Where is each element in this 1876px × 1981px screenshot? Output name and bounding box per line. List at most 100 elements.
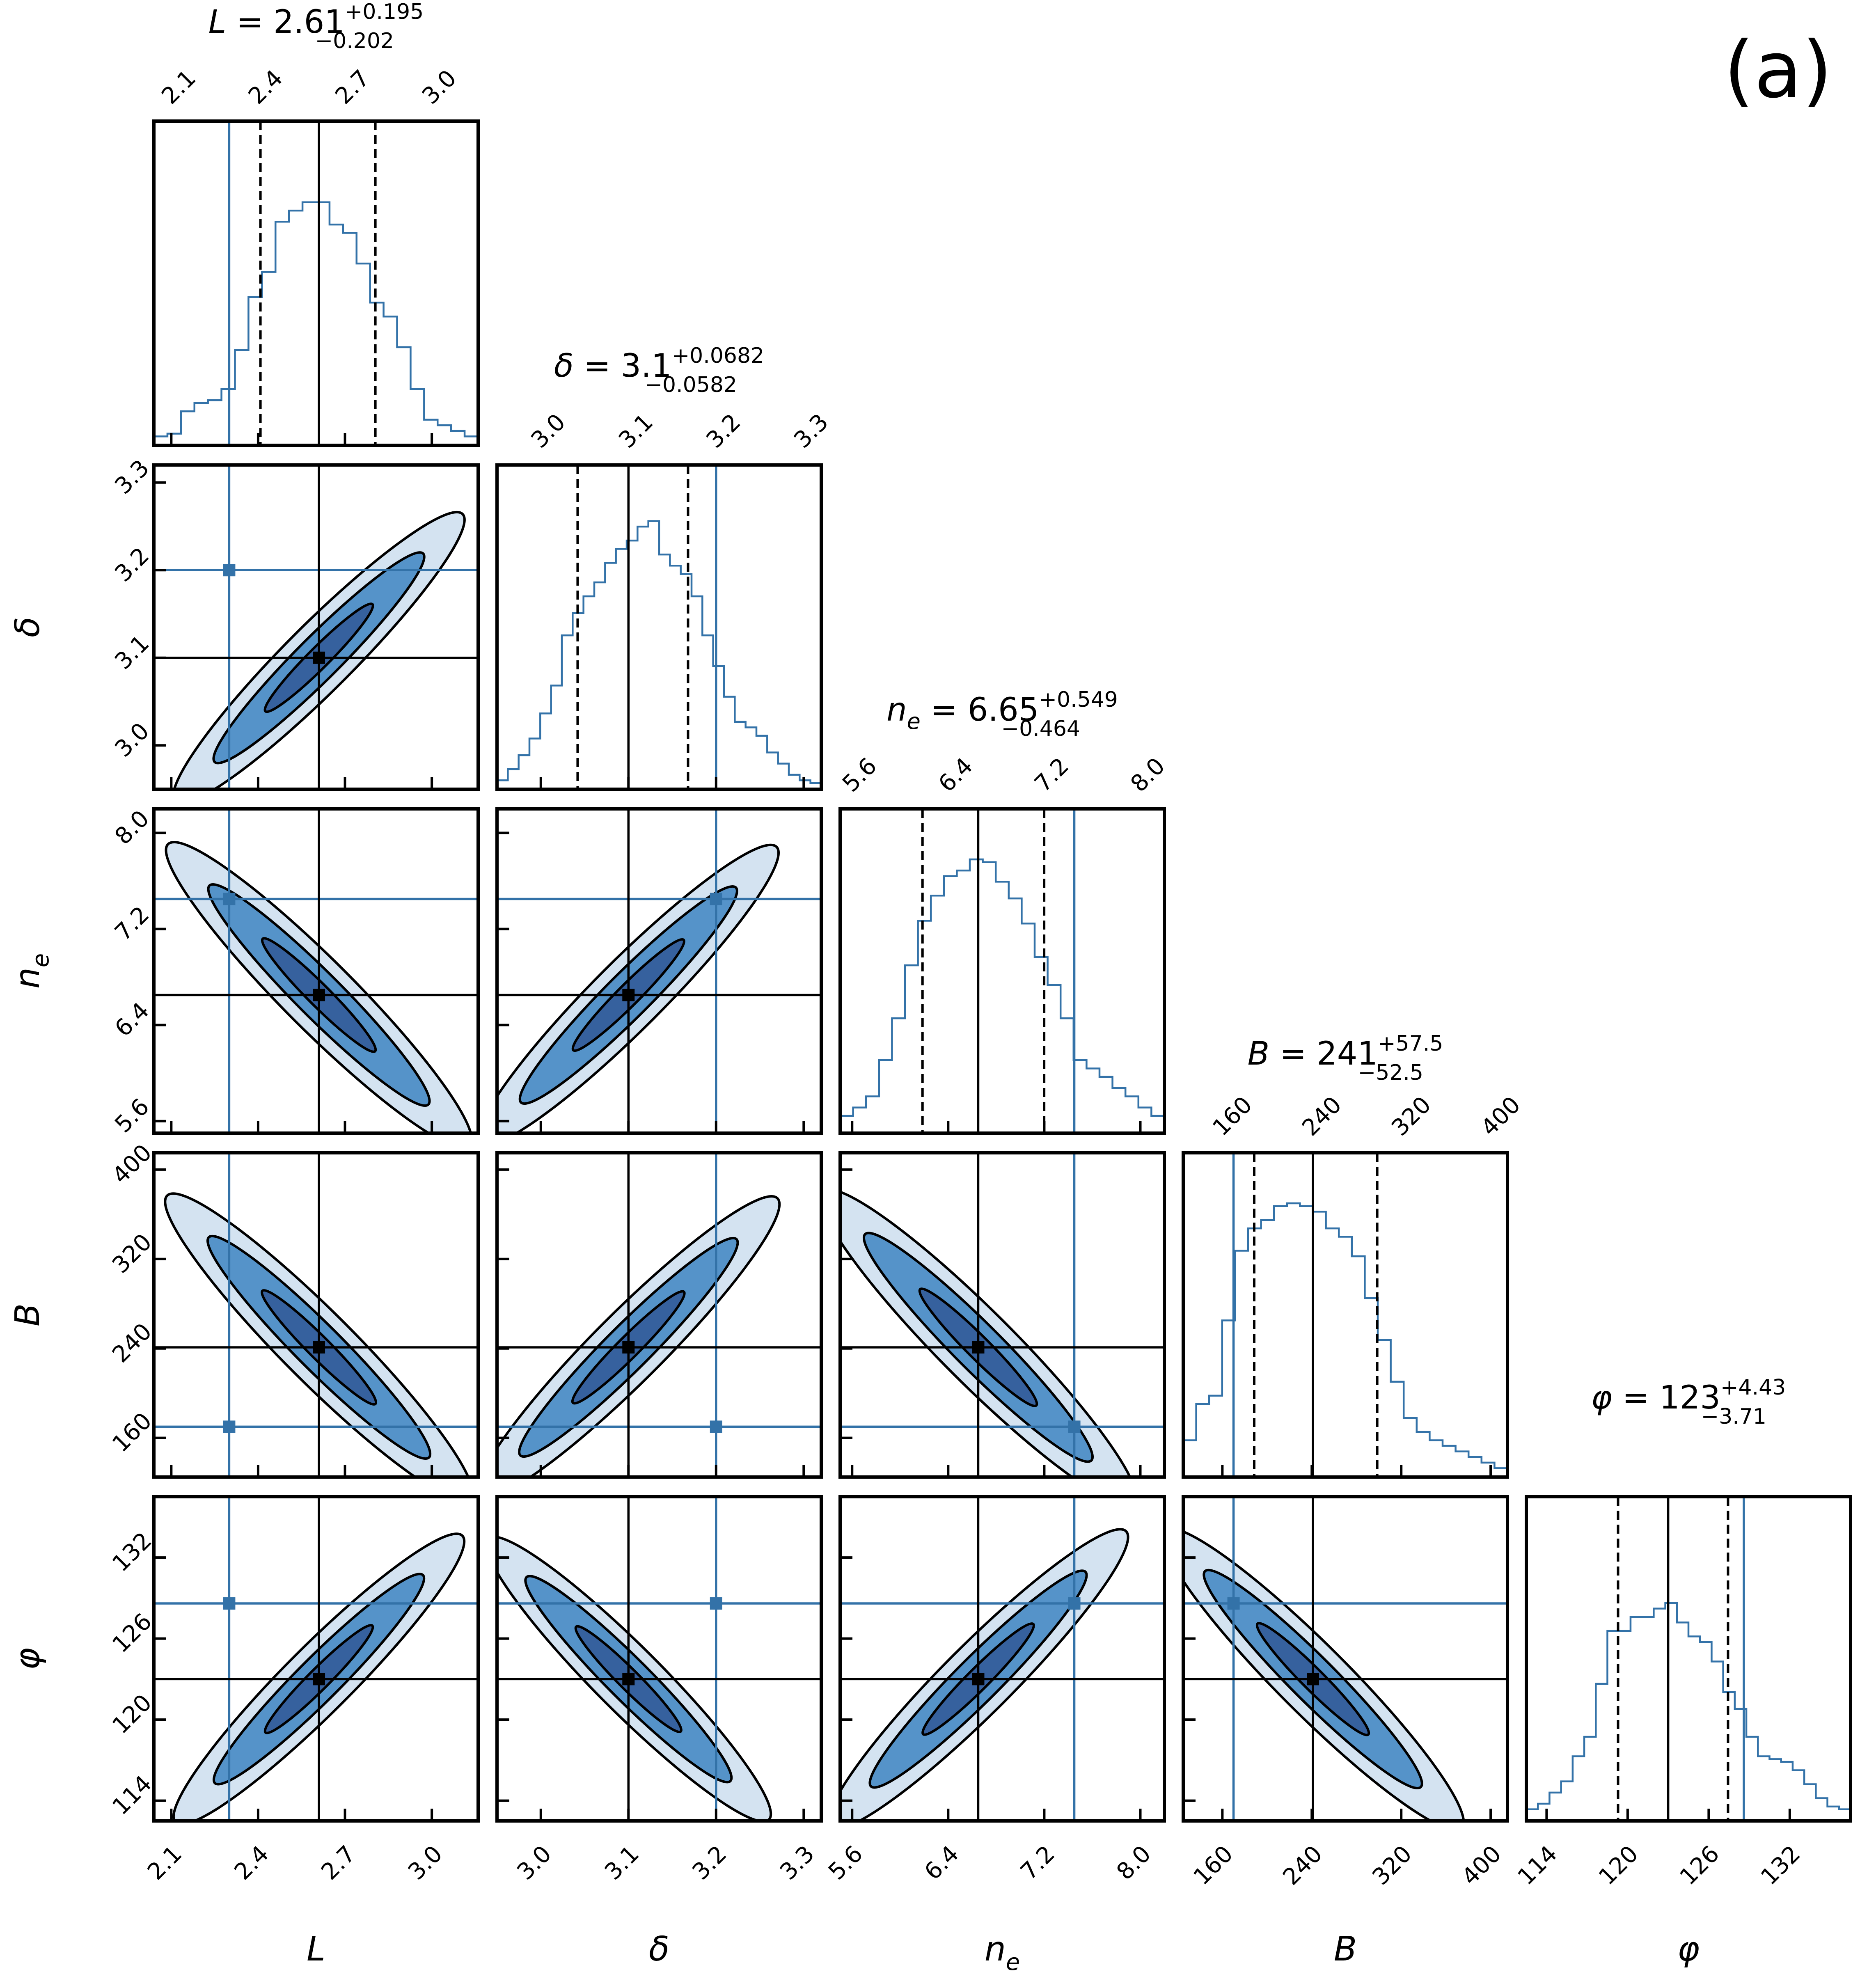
title-minus-n_e: −0.464	[1001, 717, 1080, 741]
title-delta: δ = 3.1+0.0682	[554, 344, 764, 385]
contour-panel-n_e-B	[838, 1151, 1166, 1479]
top-tick-label: 2.7	[330, 65, 375, 110]
top-tick-label: 160	[1207, 1091, 1258, 1141]
truth-marker	[1068, 1597, 1081, 1610]
title-L: L = 2.61+0.195	[208, 0, 424, 41]
truth-marker	[1068, 1420, 1081, 1433]
panel-frame	[495, 1151, 823, 1479]
y-tick-label: 6.4	[110, 997, 154, 1042]
median-marker	[972, 1341, 985, 1353]
y-axis-label-delta: δ	[8, 617, 47, 637]
hist-panel-phi: φ = 123+4.43−3.71 114 120 126 132 φ	[1513, 1375, 1852, 1969]
contour-panel-L-B: 160 240 320 400 B	[8, 1139, 480, 1479]
median-marker	[313, 989, 325, 1001]
contour-panel-B-phi: 160 240 320 400 B	[1182, 1495, 1509, 1969]
title-n_e: ne = 6.65+0.549	[886, 687, 1118, 734]
panel-frame	[152, 1495, 480, 1823]
x-axis-label-L: L	[307, 1930, 325, 1969]
top-tick-label: 240	[1297, 1091, 1347, 1141]
x-tick-label: 114	[1513, 1841, 1563, 1891]
truth-marker	[223, 564, 236, 577]
panel-frame	[838, 1495, 1166, 1823]
top-tick-label: 3.0	[417, 65, 462, 110]
top-tick-label: 400	[1476, 1091, 1526, 1141]
truth-marker	[223, 893, 236, 905]
x-tick-label: 400	[1457, 1841, 1507, 1891]
title-minus-delta: −0.0582	[644, 373, 737, 397]
y-tick-label: 120	[107, 1689, 157, 1739]
x-tick-label: 8.0	[1111, 1841, 1156, 1885]
top-tick-label: 320	[1386, 1091, 1436, 1141]
panel-frame	[152, 1151, 480, 1479]
median-marker	[313, 1673, 325, 1686]
x-axis-label-B: B	[1334, 1930, 1357, 1969]
y-tick-label: 320	[107, 1229, 157, 1279]
title-B: B = 241+57.5	[1248, 1031, 1443, 1072]
y-axis-label-B: B	[8, 1303, 47, 1326]
hist-panel-B: B = 241+57.5−52.5 160 240 320 400	[1182, 1031, 1526, 1479]
top-tick-label: 2.4	[243, 65, 288, 110]
title-phi: φ = 123+4.43	[1591, 1375, 1786, 1416]
title-minus-L: −0.202	[315, 29, 394, 53]
top-tick-label: 8.0	[1125, 753, 1170, 797]
contour-panel-L-phi: 2.1 2.4 2.7 3.0 L 114 120 126 132 φ	[8, 1495, 480, 1969]
histogram-delta	[497, 520, 821, 789]
title-minus-B: −52.5	[1358, 1060, 1423, 1085]
x-tick-label: 5.6	[823, 1841, 868, 1885]
x-tick-label: 3.0	[403, 1841, 448, 1885]
x-tick-label: 132	[1756, 1841, 1806, 1891]
median-marker	[313, 1341, 325, 1353]
y-tick-label: 3.2	[110, 543, 154, 587]
y-tick-label: 3.3	[110, 455, 154, 499]
panel-frame	[1525, 1495, 1852, 1823]
x-tick-label: 240	[1278, 1841, 1328, 1891]
y-tick-label: 126	[107, 1608, 157, 1658]
hist-panel-n_e: ne = 6.65+0.549−0.464 5.6 6.4 7.2 8.0	[837, 687, 1170, 1135]
top-tick-label: 3.2	[701, 409, 746, 453]
contour-panel-delta-phi: 3.0 3.1 3.2 3.3 δ	[495, 1495, 823, 1969]
x-tick-label: 6.4	[919, 1841, 964, 1885]
x-tick-label: 3.0	[512, 1841, 557, 1885]
hist-panel-L: L = 2.61+0.195−0.202 2.1 2.4 2.7 3.0	[152, 0, 480, 447]
contour-panel-L-delta: 3.0 3.1 3.2 3.3 δ	[8, 455, 480, 791]
top-tick-label: 3.0	[526, 409, 571, 453]
panel-frame	[495, 1495, 823, 1823]
median-marker	[972, 1673, 985, 1686]
truth-marker	[223, 1420, 236, 1433]
x-tick-label: 3.3	[775, 1841, 820, 1885]
contour-panel-n_e-phi: 5.6 6.4 7.2 8.0 ne	[823, 1495, 1166, 1976]
y-tick-label: 132	[107, 1527, 157, 1577]
title-minus-phi: −3.71	[1701, 1404, 1766, 1429]
histogram-phi	[1526, 1602, 1851, 1821]
truth-marker	[710, 893, 722, 905]
x-axis-label-n_e: ne	[985, 1930, 1020, 1976]
y-tick-label: 8.0	[110, 805, 154, 850]
y-tick-label: 7.2	[110, 901, 154, 946]
contour-panel-L-n_e: 5.6 6.4 7.2 8.0 ne	[8, 805, 480, 1138]
median-marker	[313, 651, 325, 664]
top-tick-label: 2.1	[156, 65, 201, 110]
contour-panel-delta-B	[495, 1151, 823, 1479]
x-tick-label: 3.2	[687, 1841, 732, 1885]
x-tick-label: 2.4	[229, 1841, 274, 1885]
y-tick-label: 114	[107, 1770, 157, 1821]
top-tick-label: 3.1	[614, 409, 658, 453]
median-marker	[622, 1341, 635, 1353]
panel-frame	[152, 119, 480, 447]
panel-frame	[495, 463, 823, 791]
truth-marker	[710, 1420, 722, 1433]
y-axis-label-phi: φ	[8, 1648, 47, 1670]
hist-panel-delta: δ = 3.1+0.0682−0.0582 3.0 3.1 3.2 3.3	[495, 344, 834, 791]
y-tick-label: 3.1	[110, 630, 154, 675]
panel-frame	[495, 807, 823, 1135]
truth-marker	[223, 1597, 236, 1610]
histogram-L	[154, 201, 478, 445]
panel-frame	[838, 1151, 1166, 1479]
y-tick-label: 400	[107, 1139, 157, 1189]
x-tick-label: 3.1	[600, 1841, 644, 1885]
truth-marker	[710, 1597, 722, 1610]
top-tick-label: 5.6	[837, 753, 882, 797]
top-tick-label: 6.4	[933, 753, 978, 797]
y-tick-label: 5.6	[110, 1093, 154, 1138]
